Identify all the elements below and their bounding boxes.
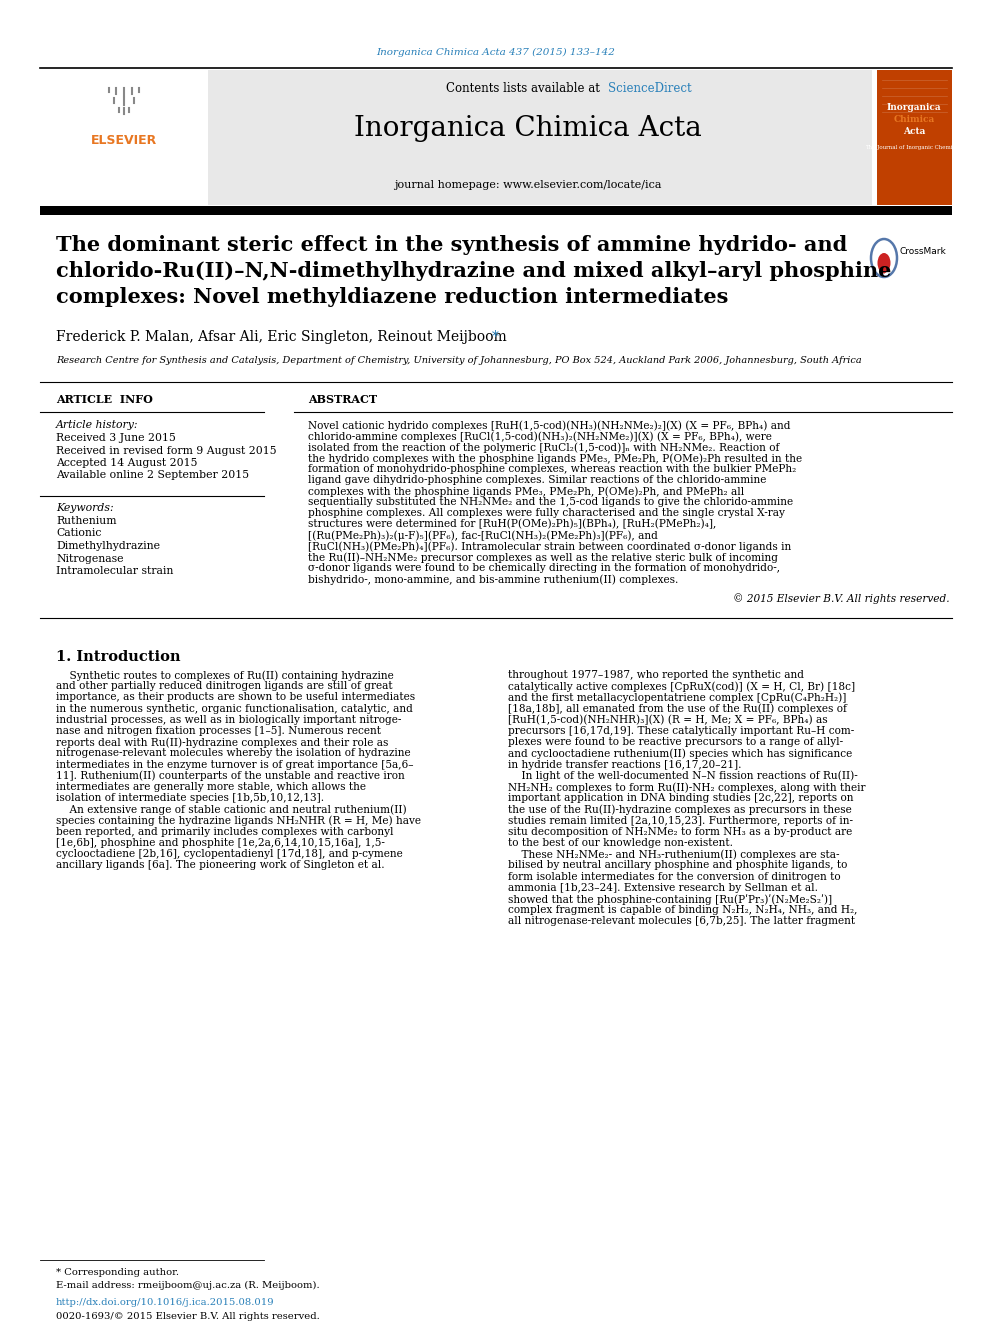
Text: http://dx.doi.org/10.1016/j.ica.2015.08.019: http://dx.doi.org/10.1016/j.ica.2015.08.… — [56, 1298, 275, 1307]
Text: and cyclooctadiene ruthenium(II) species which has significance: and cyclooctadiene ruthenium(II) species… — [508, 749, 852, 759]
Text: precursors [16,17d,19]. These catalytically important Ru–H com-: precursors [16,17d,19]. These catalytica… — [508, 726, 854, 736]
Text: formation of monohydrido-phosphine complexes, whereas reaction with the bulkier : formation of monohydrido-phosphine compl… — [308, 464, 797, 474]
Text: Accepted 14 August 2015: Accepted 14 August 2015 — [56, 458, 197, 468]
Text: © 2015 Elsevier B.V. All rights reserved.: © 2015 Elsevier B.V. All rights reserved… — [733, 593, 950, 603]
Text: ligand gave dihydrido-phosphine complexes. Similar reactions of the chlorido-amm: ligand gave dihydrido-phosphine complexe… — [308, 475, 767, 486]
Text: These NH₂NMe₂- and NH₃-ruthenium(II) complexes are sta-: These NH₂NMe₂- and NH₃-ruthenium(II) com… — [508, 849, 839, 860]
Text: chlorido-Ru(II)–N,N-dimethylhydrazine and mixed alkyl–aryl phosphine: chlorido-Ru(II)–N,N-dimethylhydrazine an… — [56, 261, 892, 280]
Text: intermediates in the enzyme turnover is of great importance [5a,6–: intermediates in the enzyme turnover is … — [56, 759, 414, 770]
Text: plexes were found to be reactive precursors to a range of allyl-: plexes were found to be reactive precurs… — [508, 737, 843, 747]
Ellipse shape — [878, 253, 891, 273]
Text: throughout 1977–1987, who reported the synthetic and: throughout 1977–1987, who reported the s… — [508, 669, 804, 680]
Text: bishydrido-, mono-ammine, and bis-ammine ruthenium(II) complexes.: bishydrido-, mono-ammine, and bis-ammine… — [308, 574, 679, 585]
Text: CrossMark: CrossMark — [900, 247, 946, 257]
Text: 0020-1693/© 2015 Elsevier B.V. All rights reserved.: 0020-1693/© 2015 Elsevier B.V. All right… — [56, 1312, 319, 1320]
Text: form isolable intermediates for the conversion of dinitrogen to: form isolable intermediates for the conv… — [508, 872, 840, 881]
Text: ELSEVIER: ELSEVIER — [91, 134, 157, 147]
Text: in hydride transfer reactions [16,17,20–21].: in hydride transfer reactions [16,17,20–… — [508, 759, 741, 770]
Text: been reported, and primarily includes complexes with carbonyl: been reported, and primarily includes co… — [56, 827, 394, 837]
Text: Synthetic routes to complexes of Ru(II) containing hydrazine: Synthetic routes to complexes of Ru(II) … — [56, 669, 394, 680]
Text: NH₂NH₂ complexes to form Ru(II)-NH₂ complexes, along with their: NH₂NH₂ complexes to form Ru(II)-NH₂ comp… — [508, 782, 865, 792]
Text: studies remain limited [2a,10,15,23]. Furthermore, reports of in-: studies remain limited [2a,10,15,23]. Fu… — [508, 815, 853, 826]
Text: Received 3 June 2015: Received 3 June 2015 — [56, 433, 176, 443]
Text: isolated from the reaction of the polymeric [RuCl₂(1,5-cod)]ₙ with NH₂NMe₂. Reac: isolated from the reaction of the polyme… — [308, 442, 780, 452]
Text: ARTICLE  INFO: ARTICLE INFO — [56, 394, 153, 405]
Text: Chimica: Chimica — [894, 115, 934, 124]
Text: showed that the phosphine-containing [Ru(PʹPr₃)ʹ(N₂Me₂S₂ʹ)]: showed that the phosphine-containing [Ru… — [508, 894, 832, 905]
Bar — [877, 70, 952, 205]
Text: ancillary ligands [6a]. The pioneering work of Singleton et al.: ancillary ligands [6a]. The pioneering w… — [56, 860, 385, 871]
Text: complexes with the phosphine ligands PMe₃, PMe₂Ph, P(OMe)₂Ph, and PMePh₂ all: complexes with the phosphine ligands PMe… — [308, 486, 744, 496]
Text: Ruthenium: Ruthenium — [56, 516, 116, 527]
Text: species containing the hydrazine ligands NH₂NHR (R = H, Me) have: species containing the hydrazine ligands… — [56, 815, 421, 826]
Text: Dimethylhydrazine: Dimethylhydrazine — [56, 541, 160, 550]
Text: importance, as their products are shown to be useful intermediates: importance, as their products are shown … — [56, 692, 415, 703]
Text: * Corresponding author.: * Corresponding author. — [56, 1267, 179, 1277]
Text: Available online 2 September 2015: Available online 2 September 2015 — [56, 471, 249, 480]
Text: An extensive range of stable cationic and neutral ruthenium(II): An extensive range of stable cationic an… — [56, 804, 407, 815]
Text: bilised by neutral ancillary phosphine and phosphite ligands, to: bilised by neutral ancillary phosphine a… — [508, 860, 847, 871]
Text: catalytically active complexes [CpRuX(cod)] (X = H, Cl, Br) [18c]: catalytically active complexes [CpRuX(co… — [508, 681, 855, 692]
Text: and the first metallacyclopentatriene complex [CpRu(C₄Ph₂H₂)]: and the first metallacyclopentatriene co… — [508, 692, 846, 703]
Text: nitrogenase-relevant molecules whereby the isolation of hydrazine: nitrogenase-relevant molecules whereby t… — [56, 749, 411, 758]
Text: industrial processes, as well as in biologically important nitroge-: industrial processes, as well as in biol… — [56, 714, 402, 725]
Bar — [40, 206, 952, 216]
Bar — [40, 70, 872, 205]
Text: Research Centre for Synthesis and Catalysis, Department of Chemistry, University: Research Centre for Synthesis and Cataly… — [56, 356, 862, 365]
Text: reports deal with Ru(II)-hydrazine complexes and their role as: reports deal with Ru(II)-hydrazine compl… — [56, 737, 389, 747]
Text: In light of the well-documented N–N fission reactions of Ru(II)-: In light of the well-documented N–N fiss… — [508, 771, 858, 782]
Text: Nitrogenase: Nitrogenase — [56, 553, 123, 564]
Text: 11]. Ruthenium(II) counterparts of the unstable and reactive iron: 11]. Ruthenium(II) counterparts of the u… — [56, 771, 405, 782]
Text: and other partially reduced dinitrogen ligands are still of great: and other partially reduced dinitrogen l… — [56, 681, 393, 691]
Text: ABSTRACT: ABSTRACT — [308, 394, 377, 405]
Text: [18a,18b], all emanated from the use of the Ru(II) complexes of: [18a,18b], all emanated from the use of … — [508, 704, 847, 714]
Text: intermediates are generally more stable, which allows the: intermediates are generally more stable,… — [56, 782, 366, 792]
Text: [1e,6b], phosphine and phosphite [1e,2a,6,14,10,15,16a], 1,5-: [1e,6b], phosphine and phosphite [1e,2a,… — [56, 837, 385, 848]
Bar — [40, 70, 208, 205]
Text: Keywords:: Keywords: — [56, 503, 114, 513]
Text: the hydrido complexes with the phosphine ligands PMe₃, PMe₂Ph, P(OMe)₂Ph resulte: the hydrido complexes with the phosphine… — [308, 452, 803, 463]
Text: ammonia [1b,23–24]. Extensive research by Sellman et al.: ammonia [1b,23–24]. Extensive research b… — [508, 882, 818, 893]
Text: Received in revised form 9 August 2015: Received in revised form 9 August 2015 — [56, 446, 277, 455]
Text: [RuCl(NH₃)(PMe₂Ph)₄](PF₆). Intramolecular strain between coordinated σ-donor lig: [RuCl(NH₃)(PMe₂Ph)₄](PF₆). Intramolecula… — [308, 541, 792, 552]
Text: the use of the Ru(II)-hydrazine complexes as precursors in these: the use of the Ru(II)-hydrazine complexe… — [508, 804, 852, 815]
Text: Intramolecular strain: Intramolecular strain — [56, 566, 174, 576]
Text: Acta: Acta — [903, 127, 926, 136]
Text: structures were determined for [RuH(P(OMe)₂Ph)₅](BPh₄), [RuH₂(PMePh₂)₄],: structures were determined for [RuH(P(OM… — [308, 519, 716, 529]
Text: situ decomposition of NH₂NMe₂ to form NH₃ as a by-product are: situ decomposition of NH₂NMe₂ to form NH… — [508, 827, 852, 837]
Text: Article history:: Article history: — [56, 419, 139, 430]
Text: journal homepage: www.elsevier.com/locate/ica: journal homepage: www.elsevier.com/locat… — [394, 180, 662, 191]
Text: all nitrogenase-relevant molecules [6,7b,25]. The latter fragment: all nitrogenase-relevant molecules [6,7b… — [508, 917, 855, 926]
Text: 1. Introduction: 1. Introduction — [56, 650, 181, 664]
Text: Inorganica Chimica Acta: Inorganica Chimica Acta — [354, 115, 702, 142]
Text: [RuH(1,5-cod)(NH₂NHR)₃](X) (R = H, Me; X = PF₆, BPh₄) as: [RuH(1,5-cod)(NH₂NHR)₃](X) (R = H, Me; X… — [508, 714, 827, 725]
Text: sequentially substituted the NH₂NMe₂ and the 1,5-cod ligands to give the chlorid: sequentially substituted the NH₂NMe₂ and… — [308, 497, 794, 507]
Text: cyclooctadiene [2b,16], cyclopentadienyl [17d,18], and p-cymene: cyclooctadiene [2b,16], cyclopentadienyl… — [56, 849, 403, 859]
Text: The Journal of Inorganic Chemistry: The Journal of Inorganic Chemistry — [865, 146, 963, 151]
Text: [(Ru(PMe₂Ph)₃)₂(μ-F)₅](PF₆), fac-[RuCl(NH₃)₂(PMe₂Ph)₃](PF₆), and: [(Ru(PMe₂Ph)₃)₂(μ-F)₅](PF₆), fac-[RuCl(N… — [308, 531, 658, 541]
Text: to the best of our knowledge non-existent.: to the best of our knowledge non-existen… — [508, 837, 733, 848]
Text: Frederick P. Malan, Afsar Ali, Eric Singleton, Reinout Meijboom: Frederick P. Malan, Afsar Ali, Eric Sing… — [56, 329, 511, 344]
Text: Novel cationic hydrido complexes [RuH(1,5-cod)(NH₃)(NH₂NMe₂)₂](X) (X = PF₆, BPh₄: Novel cationic hydrido complexes [RuH(1,… — [308, 419, 791, 430]
Text: Inorganica Chimica Acta 437 (2015) 133–142: Inorganica Chimica Acta 437 (2015) 133–1… — [377, 48, 615, 57]
Text: σ-donor ligands were found to be chemically directing in the formation of monohy: σ-donor ligands were found to be chemica… — [308, 564, 780, 573]
Text: chlorido-ammine complexes [RuCl(1,5-cod)(NH₃)₂(NH₂NMe₂)](X) (X = PF₆, BPh₄), wer: chlorido-ammine complexes [RuCl(1,5-cod)… — [308, 431, 772, 442]
Text: *: * — [492, 329, 499, 344]
Text: nase and nitrogen fixation processes [1–5]. Numerous recent: nase and nitrogen fixation processes [1–… — [56, 726, 381, 736]
Text: complex fragment is capable of binding N₂H₂, N₂H₄, NH₃, and H₂,: complex fragment is capable of binding N… — [508, 905, 857, 916]
Text: isolation of intermediate species [1b,5b,10,12,13].: isolation of intermediate species [1b,5b… — [56, 794, 324, 803]
Text: ScienceDirect: ScienceDirect — [608, 82, 691, 94]
Text: Contents lists available at: Contents lists available at — [446, 82, 603, 94]
Text: complexes: Novel methyldiazene reduction intermediates: complexes: Novel methyldiazene reduction… — [56, 287, 728, 307]
Text: in the numerous synthetic, organic functionalisation, catalytic, and: in the numerous synthetic, organic funct… — [56, 704, 413, 713]
Text: Cationic: Cationic — [56, 528, 101, 538]
Text: E-mail address: rmeijboom@uj.ac.za (R. Meijboom).: E-mail address: rmeijboom@uj.ac.za (R. M… — [56, 1281, 319, 1290]
Text: important application in DNA binding studies [2c,22], reports on: important application in DNA binding stu… — [508, 794, 853, 803]
Text: Inorganica: Inorganica — [887, 103, 941, 112]
Text: phosphine complexes. All complexes were fully characterised and the single cryst: phosphine complexes. All complexes were … — [308, 508, 785, 519]
Text: The dominant steric effect in the synthesis of ammine hydrido- and: The dominant steric effect in the synthe… — [56, 235, 847, 255]
Polygon shape — [879, 269, 889, 274]
Text: the Ru(II)–NH₂NMe₂ precursor complexes as well as the relative steric bulk of in: the Ru(II)–NH₂NMe₂ precursor complexes a… — [308, 552, 778, 562]
